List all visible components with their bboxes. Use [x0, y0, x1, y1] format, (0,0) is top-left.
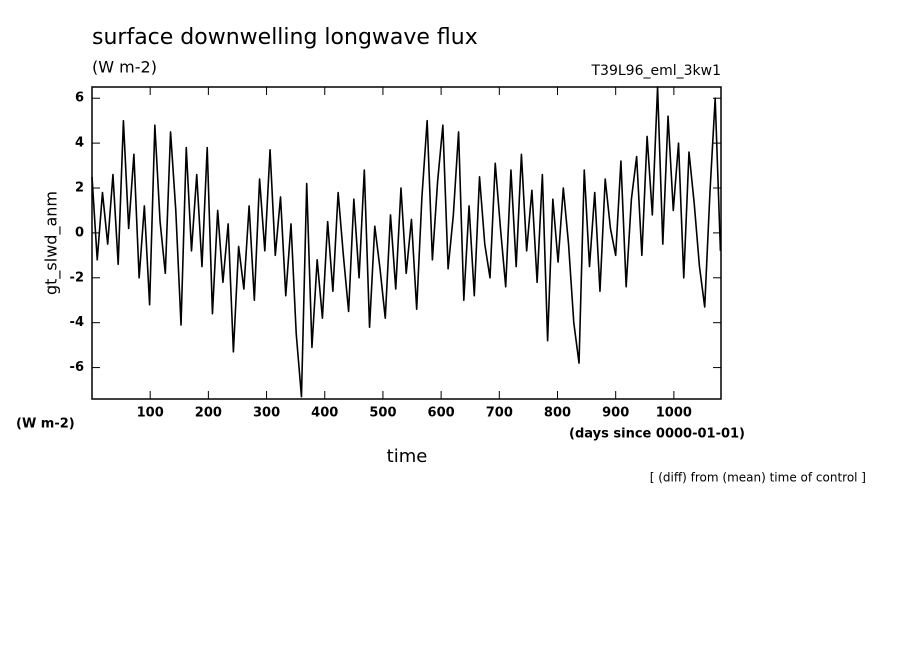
- y-tick-label: 2: [75, 181, 84, 196]
- y-tick-label: -2: [70, 270, 84, 285]
- x-tick-label: 700: [486, 406, 513, 421]
- y-tick-label: 0: [75, 225, 84, 240]
- subtitle: (W m-2): [92, 58, 157, 77]
- x-axis-label: time: [387, 446, 428, 467]
- x-units: (days since 0000-01-01): [569, 427, 745, 442]
- annotation: T39L96_eml_3kw1: [591, 63, 722, 79]
- data-line: [91, 86, 722, 398]
- y-tick-label: 6: [75, 91, 84, 106]
- y-tick-label: -6: [70, 360, 84, 375]
- y-units: (W m-2): [16, 417, 75, 432]
- y-tick-label: 4: [75, 136, 84, 151]
- x-tick-label: 900: [602, 406, 629, 421]
- x-tick-label: 800: [544, 406, 571, 421]
- chart-title: surface downwelling longwave flux: [92, 25, 478, 50]
- plot-frame: [91, 86, 722, 400]
- x-tick-label: 200: [195, 406, 222, 421]
- y-axis-label: gt_slwd_anm: [42, 191, 62, 295]
- x-tick-label: 400: [311, 406, 338, 421]
- x-tick-label: 1000: [656, 406, 692, 421]
- x-tick-label: 100: [137, 406, 164, 421]
- y-tick-label: -4: [70, 315, 84, 330]
- note: [ (diff) from (mean) time of control ]: [650, 471, 866, 485]
- x-tick-label: 300: [253, 406, 280, 421]
- x-tick-label: 600: [428, 406, 455, 421]
- x-tick-label: 500: [369, 406, 396, 421]
